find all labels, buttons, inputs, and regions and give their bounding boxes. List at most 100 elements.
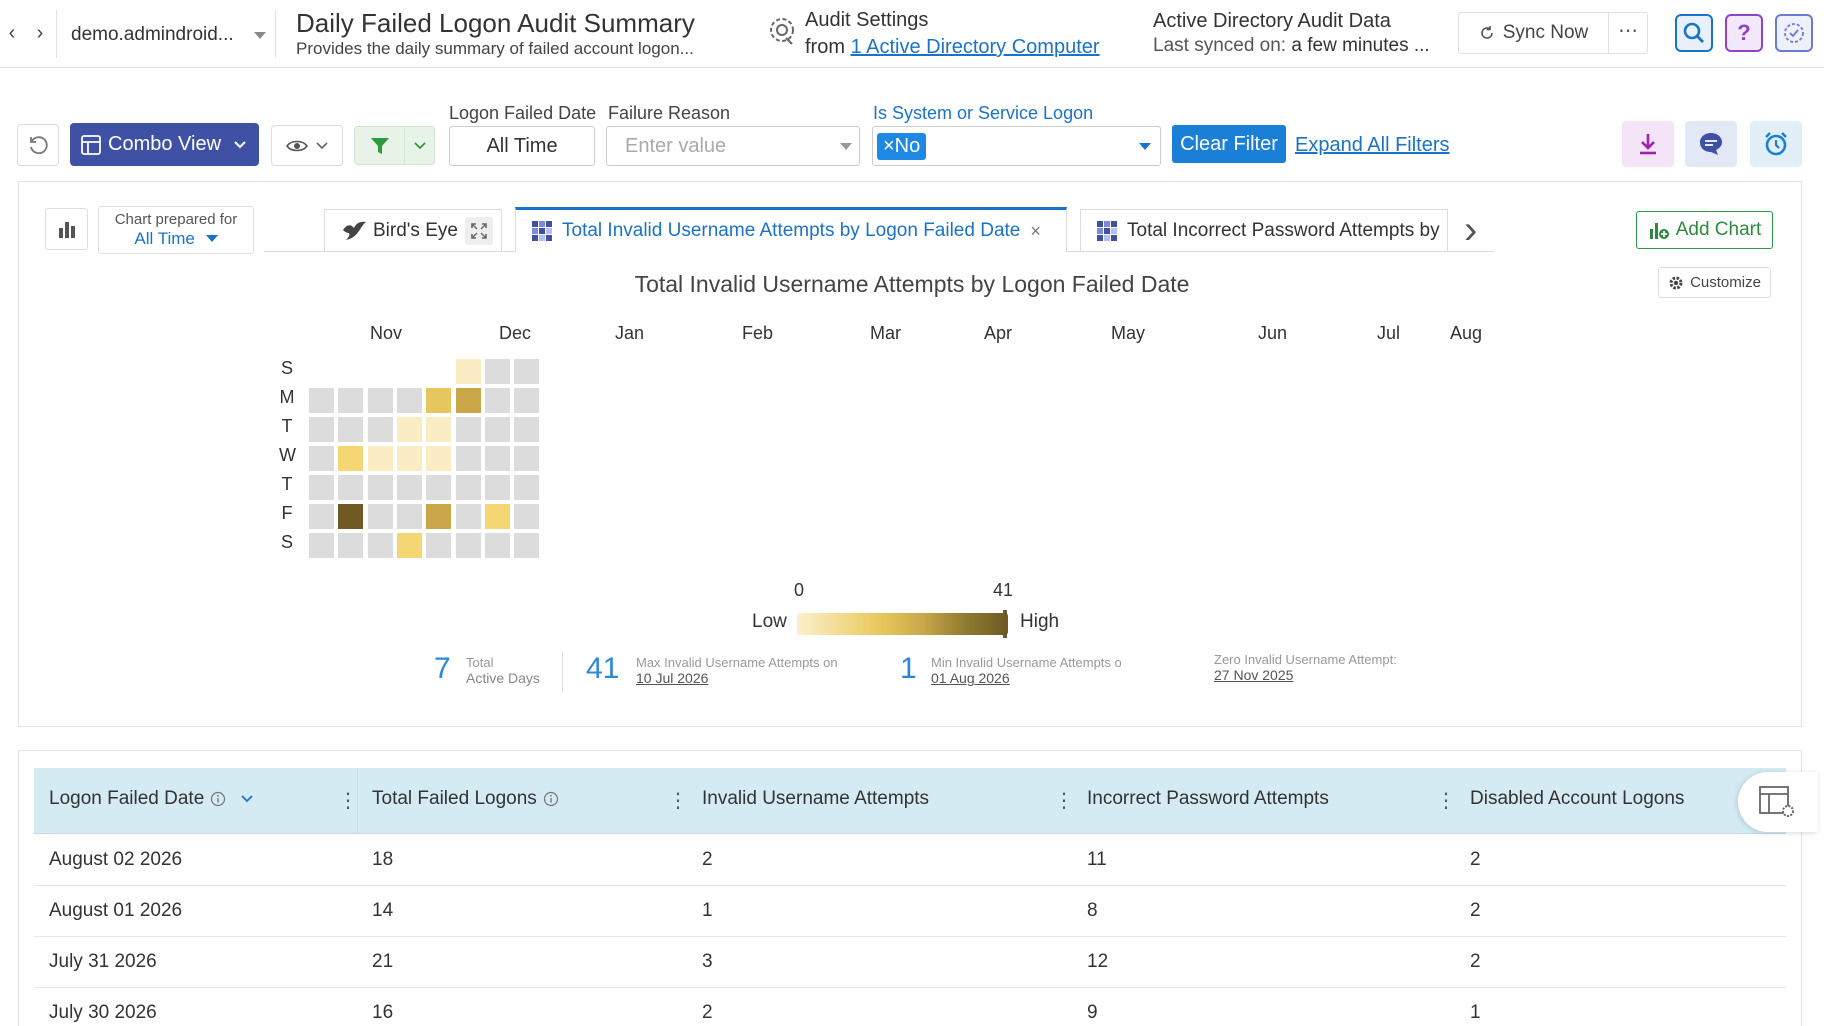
- table-row[interactable]: August 01 2026 14 1 8 2: [34, 886, 1786, 937]
- column-header-date[interactable]: Logon Failed Date: [49, 788, 254, 810]
- heatmap-cell[interactable]: [338, 388, 364, 413]
- chevron-right-icon[interactable]: ›: [1464, 208, 1478, 252]
- heatmap-cell[interactable]: [484, 388, 510, 413]
- heatmap-cell[interactable]: [309, 388, 334, 413]
- info-icon[interactable]: [210, 791, 226, 807]
- column-menu-icon[interactable]: ⋮: [1436, 790, 1456, 812]
- heatmap-cell[interactable]: [367, 475, 393, 500]
- info-icon[interactable]: [543, 791, 559, 807]
- heatmap-cell[interactable]: [455, 446, 481, 471]
- tab-invalid-username[interactable]: Total Invalid Username Attempts by Logon…: [515, 207, 1067, 252]
- visibility-button[interactable]: [271, 125, 343, 166]
- system-logon-filter-select[interactable]: ×No: [872, 126, 1161, 166]
- heatmap-cell[interactable]: [426, 504, 452, 529]
- heatmap-cell[interactable]: [514, 359, 540, 384]
- column-header-total[interactable]: Total Failed Logons: [372, 788, 559, 810]
- help-button[interactable]: ?: [1725, 14, 1763, 52]
- heatmap-cell[interactable]: [309, 446, 334, 471]
- heatmap-cell[interactable]: [484, 359, 510, 384]
- heatmap-cell[interactable]: [484, 417, 510, 442]
- add-chart-button[interactable]: Add Chart: [1636, 211, 1773, 249]
- table-settings-button[interactable]: [1738, 772, 1818, 832]
- heatmap-cell[interactable]: [338, 533, 364, 558]
- heatmap-cell[interactable]: [309, 417, 334, 442]
- stat-min-date-link[interactable]: 01 Aug 2026: [931, 670, 1010, 686]
- chart-type-button[interactable]: [45, 208, 88, 250]
- column-menu-icon[interactable]: ⋮: [668, 790, 688, 812]
- heatmap-cell[interactable]: [484, 504, 510, 529]
- heatmap-cell[interactable]: [514, 504, 540, 529]
- heatmap-cell[interactable]: [426, 417, 452, 442]
- heatmap-cell[interactable]: [338, 417, 364, 442]
- heatmap-cell[interactable]: [338, 446, 364, 471]
- heatmap-cell[interactable]: [455, 533, 481, 558]
- column-menu-icon[interactable]: ⋮: [1054, 790, 1074, 812]
- close-icon[interactable]: ×: [1030, 220, 1041, 241]
- stat-max-date-link[interactable]: 10 Jul 2026: [636, 670, 709, 686]
- table-row[interactable]: July 30 2026 16 2 9 1: [34, 988, 1786, 1026]
- heatmap-cell[interactable]: [455, 359, 481, 384]
- expand-all-filters-link[interactable]: Expand All Filters: [1295, 134, 1450, 156]
- heatmap-cell[interactable]: [309, 504, 334, 529]
- more-options-button[interactable]: ⋯: [1618, 20, 1638, 42]
- heatmap-cell[interactable]: [514, 475, 540, 500]
- table-row[interactable]: August 02 2026 18 2 11 2: [34, 835, 1786, 886]
- heatmap-cell[interactable]: [514, 446, 540, 471]
- heatmap-cell[interactable]: [426, 388, 452, 413]
- reason-filter-input[interactable]: Enter value: [606, 126, 860, 166]
- combo-view-button[interactable]: Combo View: [70, 123, 259, 166]
- heatmap-cell[interactable]: [396, 533, 422, 558]
- heatmap-cell[interactable]: [338, 475, 364, 500]
- filter-button[interactable]: [354, 126, 435, 165]
- domain-selector[interactable]: demo.admindroid...: [56, 10, 276, 58]
- heatmap-cell[interactable]: [367, 504, 393, 529]
- heatmap-cell[interactable]: [455, 504, 481, 529]
- forward-arrow-icon[interactable]: ›: [36, 22, 44, 44]
- column-menu-icon[interactable]: ⋮: [338, 790, 358, 812]
- reset-button[interactable]: [17, 124, 59, 166]
- tab-birds-eye[interactable]: Bird's Eye: [324, 209, 502, 251]
- table-row[interactable]: July 31 2026 21 3 12 2: [34, 937, 1786, 988]
- heatmap-cell[interactable]: [426, 533, 452, 558]
- expand-icon[interactable]: [465, 217, 493, 245]
- heatmap-cell[interactable]: [514, 388, 540, 413]
- heatmap-cell[interactable]: [367, 533, 393, 558]
- heatmap-cell[interactable]: [396, 446, 422, 471]
- heatmap-cell[interactable]: [338, 504, 364, 529]
- tasks-button[interactable]: [1775, 14, 1813, 52]
- date-filter-select[interactable]: All Time: [449, 126, 595, 166]
- column-header-invalid[interactable]: Invalid Username Attempts: [702, 788, 929, 810]
- column-header-incorrect[interactable]: Incorrect Password Attempts: [1087, 788, 1329, 810]
- tab-incorrect-password[interactable]: Total Incorrect Password Attempts by: [1080, 209, 1448, 251]
- filter-chip-no[interactable]: ×No: [877, 133, 927, 160]
- sort-down-icon[interactable]: [240, 794, 254, 804]
- heatmap-cell[interactable]: [514, 417, 540, 442]
- schedule-button[interactable]: [1750, 121, 1802, 167]
- sync-now-button[interactable]: Sync Now: [1459, 13, 1609, 53]
- heatmap-cell[interactable]: [367, 388, 393, 413]
- heatmap-cell[interactable]: [455, 475, 481, 500]
- audit-computer-link[interactable]: 1 Active Directory Computer: [850, 36, 1100, 58]
- column-header-disabled[interactable]: Disabled Account Logons: [1470, 788, 1684, 810]
- heatmap-cell[interactable]: [455, 388, 481, 413]
- heatmap-cell[interactable]: [484, 475, 510, 500]
- heatmap-cell[interactable]: [426, 475, 452, 500]
- chart-period-selector[interactable]: Chart prepared for All Time: [98, 206, 254, 254]
- back-arrow-icon[interactable]: ‹: [8, 22, 16, 44]
- heatmap-cell[interactable]: [396, 475, 422, 500]
- heatmap-cell[interactable]: [396, 388, 422, 413]
- heatmap-cell[interactable]: [367, 417, 393, 442]
- export-button[interactable]: [1622, 121, 1674, 167]
- heatmap-cell[interactable]: [367, 446, 393, 471]
- stat-zero-date-link[interactable]: 27 Nov 2025: [1214, 667, 1294, 683]
- clear-filter-button[interactable]: Clear Filter: [1172, 125, 1286, 163]
- customize-button[interactable]: Customize: [1658, 267, 1771, 298]
- heatmap-cell[interactable]: [484, 533, 510, 558]
- heatmap-cell[interactable]: [309, 533, 334, 558]
- heatmap-cell[interactable]: [484, 446, 510, 471]
- heatmap-cell[interactable]: [426, 446, 452, 471]
- filter-dropdown-toggle[interactable]: [405, 127, 434, 164]
- heatmap-cell[interactable]: [396, 417, 422, 442]
- audit-settings-icon[interactable]: [764, 12, 800, 48]
- heatmap-cell[interactable]: [396, 504, 422, 529]
